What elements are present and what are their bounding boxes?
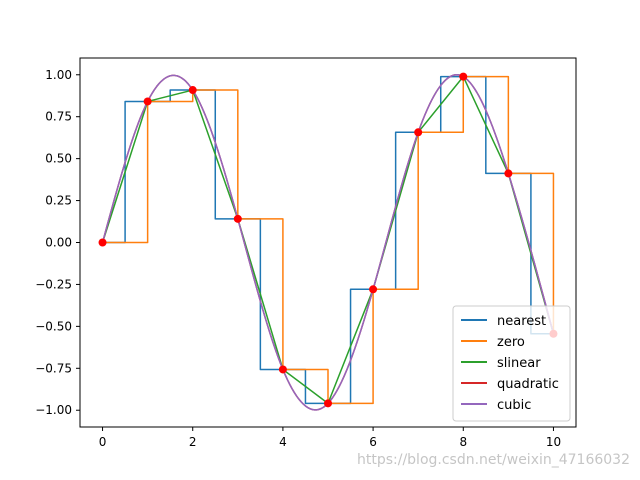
x-tick-label: 10	[546, 435, 561, 449]
watermark: https://blog.csdn.net/weixin_47166032	[356, 452, 630, 468]
data-point	[98, 238, 107, 247]
x-tick-label: 4	[279, 435, 287, 449]
data-point	[369, 285, 378, 294]
data-point	[459, 72, 468, 81]
x-tick-label: 6	[369, 435, 377, 449]
y-axis-ticks: −1.00 −0.75 −0.50 −0.25 0.00 0.25 0.50 0.75 1.00	[35, 68, 80, 417]
y-tick-label: 0.75	[45, 110, 72, 124]
legend-label-slinear: slinear	[497, 356, 541, 371]
y-tick-label: −0.50	[35, 319, 72, 333]
y-tick-label: −0.25	[35, 277, 72, 291]
data-point	[143, 97, 152, 106]
data-point	[278, 365, 287, 374]
legend-label-zero: zero	[497, 335, 525, 350]
x-tick-label: 0	[99, 435, 107, 449]
y-tick-label: −0.75	[35, 361, 72, 375]
data-point	[233, 214, 242, 223]
y-tick-label: 0.25	[45, 194, 72, 208]
data-point	[188, 86, 197, 95]
y-tick-label: −1.00	[35, 403, 72, 417]
y-tick-label: 1.00	[45, 68, 72, 82]
x-tick-label: 8	[459, 435, 467, 449]
data-point	[504, 169, 513, 178]
legend-box	[452, 305, 571, 422]
x-axis-ticks: 0 2 4 6 8 10	[99, 427, 561, 449]
legend-label-quadratic: quadratic	[497, 377, 559, 392]
legend: nearest zero slinear quadratic cubic	[452, 305, 571, 422]
y-tick-label: 0.00	[45, 236, 72, 250]
legend-label-cubic: cubic	[497, 398, 531, 413]
legend-label-nearest: nearest	[497, 314, 546, 329]
data-point	[414, 128, 423, 137]
data-point	[324, 399, 332, 408]
y-tick-label: 0.50	[45, 152, 72, 166]
x-tick-label: 2	[189, 435, 197, 449]
